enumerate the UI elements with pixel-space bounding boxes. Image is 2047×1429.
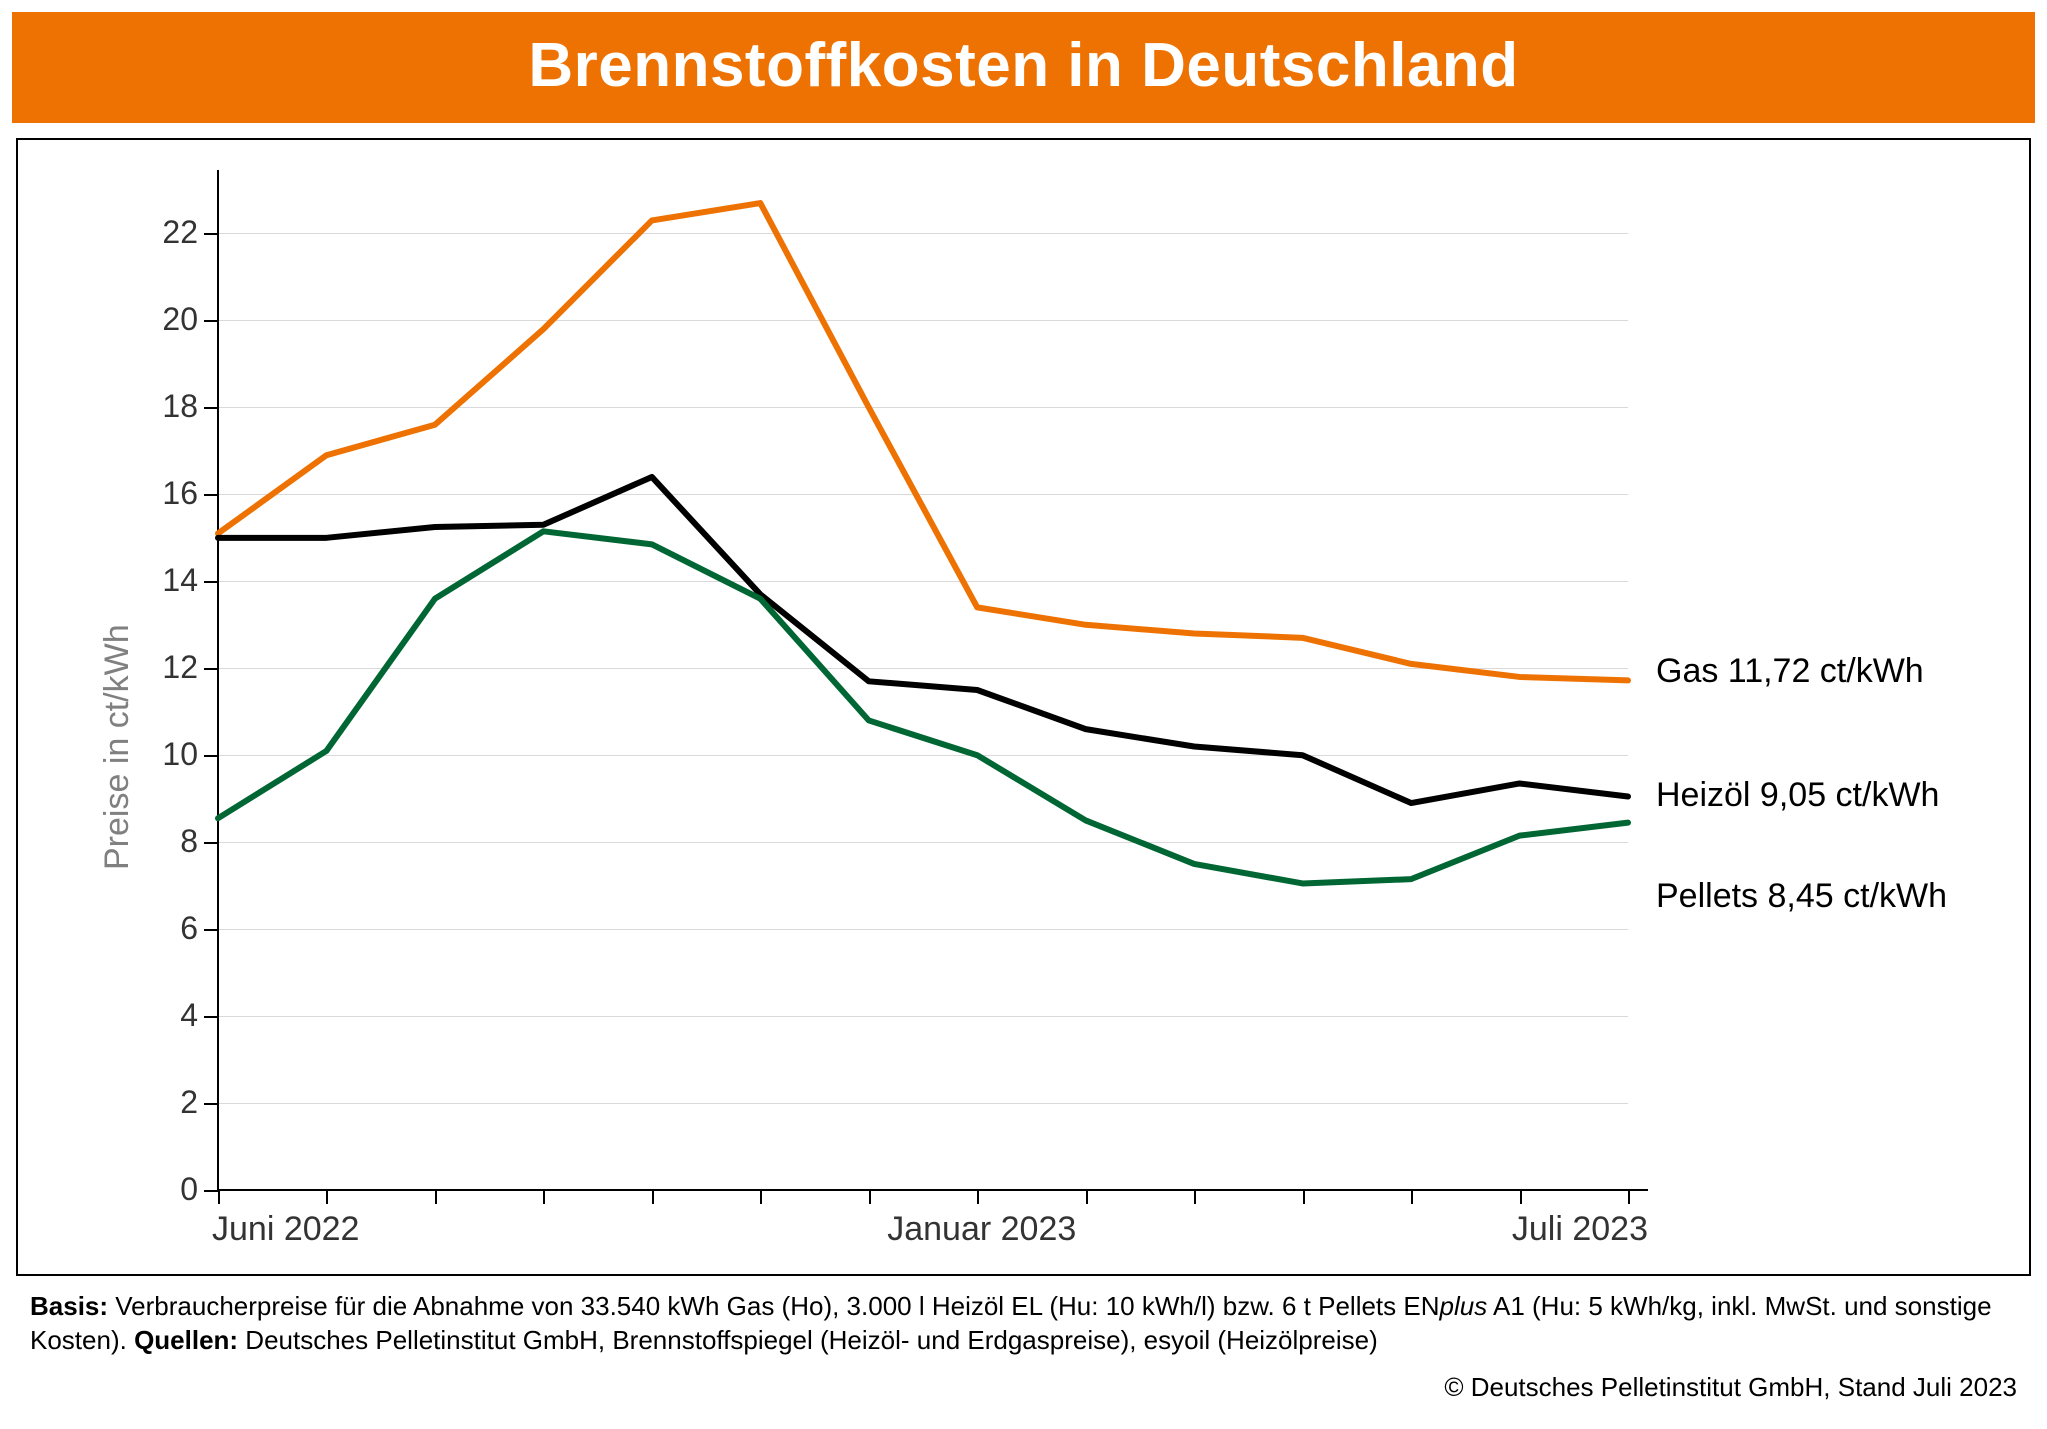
x-tick-mark xyxy=(1086,1190,1088,1204)
y-tick-mark xyxy=(204,320,218,322)
x-tick-mark xyxy=(1628,1190,1630,1204)
x-tick-label: Juli 2023 xyxy=(1478,1210,1648,1249)
y-tick-mark xyxy=(204,494,218,496)
x-tick-mark xyxy=(1303,1190,1305,1204)
chart-plot-box: 0 2 4 6 8 10 12 14 16 18 20 22 Juni 2022 Januar 2023… xyxy=(16,138,2031,1276)
y-tick-label: 22 xyxy=(128,214,198,251)
x-tick-mark xyxy=(977,1190,979,1204)
y-tick-mark xyxy=(204,755,218,757)
y-tick-label: 16 xyxy=(128,475,198,512)
footer-enplus-italic: plus xyxy=(1440,1291,1488,1321)
y-tick-label: 4 xyxy=(128,997,198,1034)
footer-notes: Basis: Verbraucherpreise für die Abnahme… xyxy=(0,1290,2047,1358)
y-tick-label: 20 xyxy=(128,301,198,338)
y-axis-title: Preise in ct/kWh xyxy=(98,624,137,870)
y-tick-label: 2 xyxy=(128,1084,198,1121)
footer-basis-text-1: Verbraucherpreise für die Abnahme von 33… xyxy=(108,1291,1439,1321)
x-tick-mark xyxy=(218,1190,220,1204)
footer-basis-label: Basis: xyxy=(30,1291,108,1321)
chart-title: Brennstoffkosten in Deutschland xyxy=(528,31,1518,100)
y-tick-label: 14 xyxy=(128,562,198,599)
footer-copyright: © Deutsches Pelletinstitut GmbH, Stand J… xyxy=(1444,1372,2017,1403)
x-tick-mark xyxy=(869,1190,871,1204)
x-tick-label: Januar 2023 xyxy=(887,1210,1076,1249)
x-tick-mark xyxy=(1411,1190,1413,1204)
y-tick-label: 12 xyxy=(128,649,198,686)
series-end-label: Heizöl 9,05 ct/kWh xyxy=(1656,776,1939,815)
x-tick-mark xyxy=(326,1190,328,1204)
y-tick-label: 6 xyxy=(128,910,198,947)
x-tick-mark xyxy=(435,1190,437,1204)
x-tick-mark xyxy=(1520,1190,1522,1204)
y-tick-mark xyxy=(204,233,218,235)
y-tick-mark xyxy=(204,1016,218,1018)
series-end-label: Pellets 8,45 ct/kWh xyxy=(1656,877,1947,916)
x-tick-mark xyxy=(543,1190,545,1204)
y-tick-mark xyxy=(204,1190,218,1192)
y-tick-mark xyxy=(204,1103,218,1105)
y-tick-mark xyxy=(204,668,218,670)
y-tick-label: 18 xyxy=(128,388,198,425)
chart-lines-svg xyxy=(18,140,2033,1278)
footer-quellen-text: Deutsches Pelletinstitut GmbH, Brennstof… xyxy=(238,1325,1378,1355)
title-bar: Brennstoffkosten in Deutschland xyxy=(12,12,2035,123)
x-tick-mark xyxy=(652,1190,654,1204)
y-tick-label: 0 xyxy=(128,1171,198,1208)
y-tick-mark xyxy=(204,581,218,583)
y-tick-label: 8 xyxy=(128,823,198,860)
footer-quellen-label: Quellen: xyxy=(134,1325,238,1355)
x-tick-mark xyxy=(1194,1190,1196,1204)
x-tick-label: Juni 2022 xyxy=(212,1210,359,1249)
series-end-label: Gas 11,72 ct/kWh xyxy=(1656,652,1924,691)
y-tick-mark xyxy=(204,929,218,931)
y-tick-mark xyxy=(204,842,218,844)
y-tick-mark xyxy=(204,407,218,409)
chart-wrapper: Brennstoffkosten in Deutschland 0 2 4 6 8 10 1… xyxy=(0,12,2047,1429)
y-tick-label: 10 xyxy=(128,736,198,773)
x-tick-mark xyxy=(760,1190,762,1204)
